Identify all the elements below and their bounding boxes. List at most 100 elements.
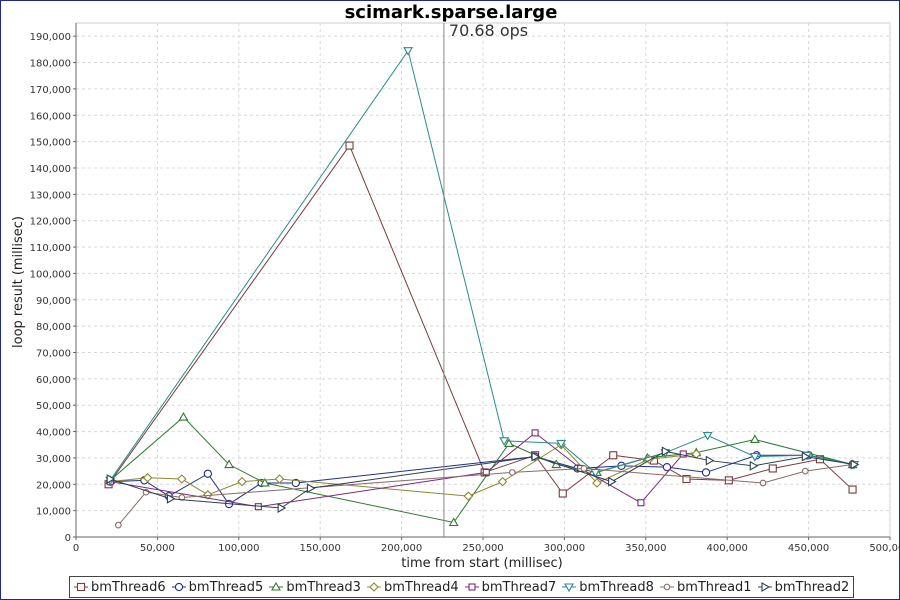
y-tick-label: 180,000 (30, 59, 71, 70)
legend-label: bmThread6 (91, 579, 166, 595)
y-axis-label: loop result (millisec) (11, 216, 26, 348)
y-tick-label: 30,000 (36, 454, 71, 465)
data-point (556, 439, 567, 449)
data-point (749, 453, 760, 462)
data-point (768, 464, 777, 473)
legend-label: bmThread8 (579, 579, 654, 595)
data-point (403, 47, 414, 56)
data-point (259, 477, 270, 487)
data-point (531, 429, 539, 437)
legend-marker-icon (269, 581, 284, 591)
data-point (661, 446, 671, 457)
y-tick-label: 20,000 (36, 480, 71, 491)
legend-label: bmThread2 (774, 579, 850, 595)
data-point (759, 479, 767, 487)
x-tick-label: 0 (73, 543, 79, 554)
data-point (291, 478, 300, 488)
legend-swatch-marker (663, 583, 671, 591)
legend-item-bmThread4: bmThread4 (366, 579, 459, 595)
data-point (705, 455, 715, 466)
legend-label: bmThread7 (481, 579, 557, 595)
data-point (463, 491, 474, 501)
data-point (178, 411, 189, 421)
y-tick-label: 70,000 (36, 348, 71, 359)
legend-swatch-marker (271, 581, 282, 591)
annotation-label: 70.68 ops (449, 21, 528, 40)
y-tick-label: 40,000 (36, 428, 71, 439)
legend-label: bmThread1 (676, 579, 752, 595)
legend-item-bmThread2: bmThread2 (757, 579, 850, 595)
data-point (609, 451, 618, 460)
data-point (662, 462, 672, 472)
data-point (482, 468, 490, 476)
y-tick-label: 140,000 (30, 164, 71, 175)
x-tick-label: 450,000 (788, 543, 829, 554)
data-point (499, 437, 510, 446)
series-bmThread2 (106, 446, 860, 513)
legend-swatch-marker (369, 582, 379, 592)
data-point (114, 521, 122, 529)
x-tick-label: 100,000 (218, 543, 259, 554)
x-tick-label: 300,000 (544, 543, 585, 554)
axes: 0 10,000 20,000 30,000 40,000 50,000 60,000 70,… (30, 23, 900, 554)
series-line-bmThread4 (110, 444, 697, 497)
x-tick-label: 50,000 (140, 543, 175, 554)
legend-label: bmThread3 (286, 579, 361, 595)
chart-title: scimark.sparse.large (345, 2, 558, 23)
data-point (177, 474, 187, 484)
data-point (801, 467, 809, 475)
series-layer (104, 47, 860, 529)
x-tick-label: 150,000 (300, 543, 341, 554)
y-tick-label: 0 (65, 533, 71, 544)
x-tick-label: 250,000 (462, 543, 503, 554)
legend-marker-icon (562, 583, 577, 593)
y-tick-label: 130,000 (30, 190, 71, 201)
legend-marker-icon (74, 582, 88, 592)
data-point (682, 474, 691, 484)
data-point (203, 469, 213, 478)
y-tick-label: 50,000 (36, 401, 71, 412)
legend-marker-icon (659, 583, 674, 591)
data-point (749, 434, 760, 444)
legend-swatch-marker (174, 582, 183, 592)
data-point (801, 451, 811, 462)
legend-item-bmThread7: bmThread7 (464, 579, 557, 595)
legend-marker-icon (366, 582, 381, 592)
data-point (178, 494, 186, 501)
y-tick-label: 150,000 (30, 138, 71, 149)
data-point (592, 478, 602, 488)
data-point (580, 465, 588, 472)
legend-item-bmThread6: bmThread6 (74, 580, 166, 595)
x-tick-label: 200,000 (381, 543, 422, 554)
data-point (531, 451, 541, 462)
data-point (497, 476, 508, 487)
data-point (166, 493, 176, 504)
legend-item-bmThread5: bmThread5 (171, 580, 263, 595)
legend-item-bmThread3: bmThread3 (269, 580, 361, 595)
data-point (702, 431, 713, 441)
legend-marker-icon (171, 582, 186, 592)
data-point (345, 141, 354, 150)
legend-swatch-marker (468, 583, 476, 591)
data-point (701, 468, 711, 477)
plot-area (75, 22, 891, 538)
y-tick-label: 170,000 (30, 85, 71, 96)
data-point (850, 459, 860, 470)
legend-label: bmThread4 (383, 579, 459, 595)
x-axis-label: time from start (millisec) (401, 556, 562, 571)
data-point (274, 474, 285, 484)
legend-swatch-marker (76, 582, 86, 592)
data-point (508, 469, 516, 476)
legend-item-bmThread8: bmThread8 (562, 580, 654, 595)
y-tick-label: 60,000 (36, 375, 71, 386)
data-point (142, 472, 153, 483)
y-tick-label: 160,000 (30, 111, 71, 122)
data-point (679, 450, 687, 458)
data-point (224, 459, 234, 469)
data-point (848, 485, 857, 494)
x-tick-label: 350,000 (625, 543, 666, 554)
y-tick-label: 80,000 (36, 322, 71, 333)
legend-swatch-marker (761, 582, 770, 592)
series-line-bmThread6 (108, 144, 853, 495)
